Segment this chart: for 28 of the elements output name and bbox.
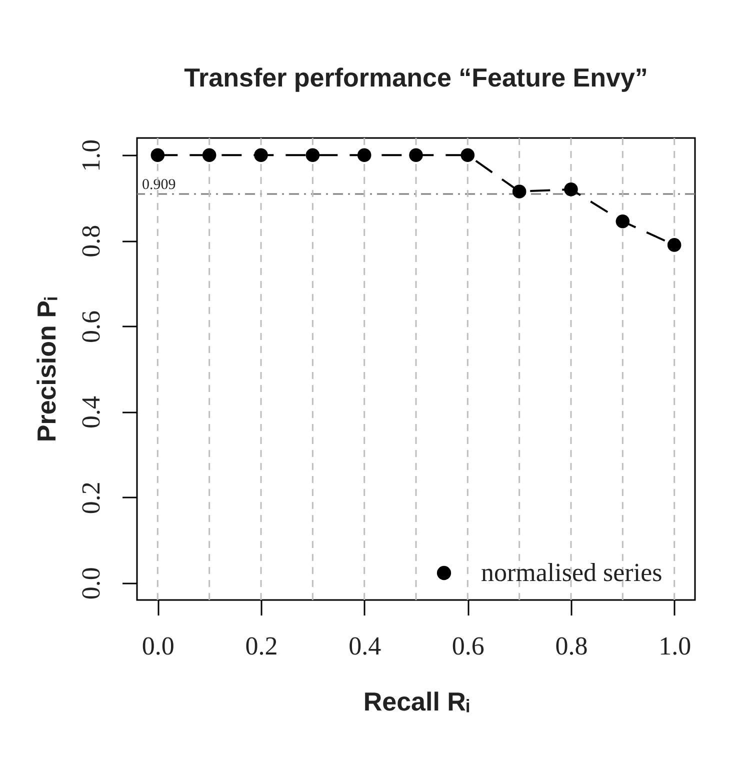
x-tick-label: 1.0	[658, 632, 692, 660]
chart-title: Transfer performance “Feature Envy”	[184, 62, 648, 92]
y-tick-label: 0.0	[76, 567, 106, 600]
point	[150, 148, 165, 162]
y-tick-label: 0.4	[76, 396, 106, 429]
legend-label: normalised series	[481, 558, 662, 587]
point	[616, 214, 630, 228]
point	[357, 148, 372, 162]
point	[254, 148, 268, 162]
point	[306, 148, 320, 162]
x-tick-label: 0.2	[245, 632, 278, 660]
y-tick-label: 0.8	[76, 224, 106, 258]
x-axis-title: Recall Rᵢ	[363, 686, 470, 716]
point	[409, 148, 423, 162]
point	[564, 182, 578, 196]
y-tick-label: 0.6	[76, 310, 106, 343]
ref-line-label: 0.909	[142, 177, 176, 194]
point	[460, 148, 475, 162]
y-tick-label: 1.0	[76, 139, 106, 172]
point	[202, 148, 216, 162]
x-tick-label: 0.6	[452, 632, 484, 660]
x-tick-label: 0.0	[142, 632, 174, 660]
y-axis-title: Precision Pᵢ	[32, 296, 62, 442]
point	[667, 238, 682, 252]
point	[512, 184, 526, 198]
x-tick-label: 0.8	[555, 632, 588, 660]
x-tick-label: 0.4	[348, 632, 382, 660]
y-tick-label: 0.2	[76, 482, 106, 514]
